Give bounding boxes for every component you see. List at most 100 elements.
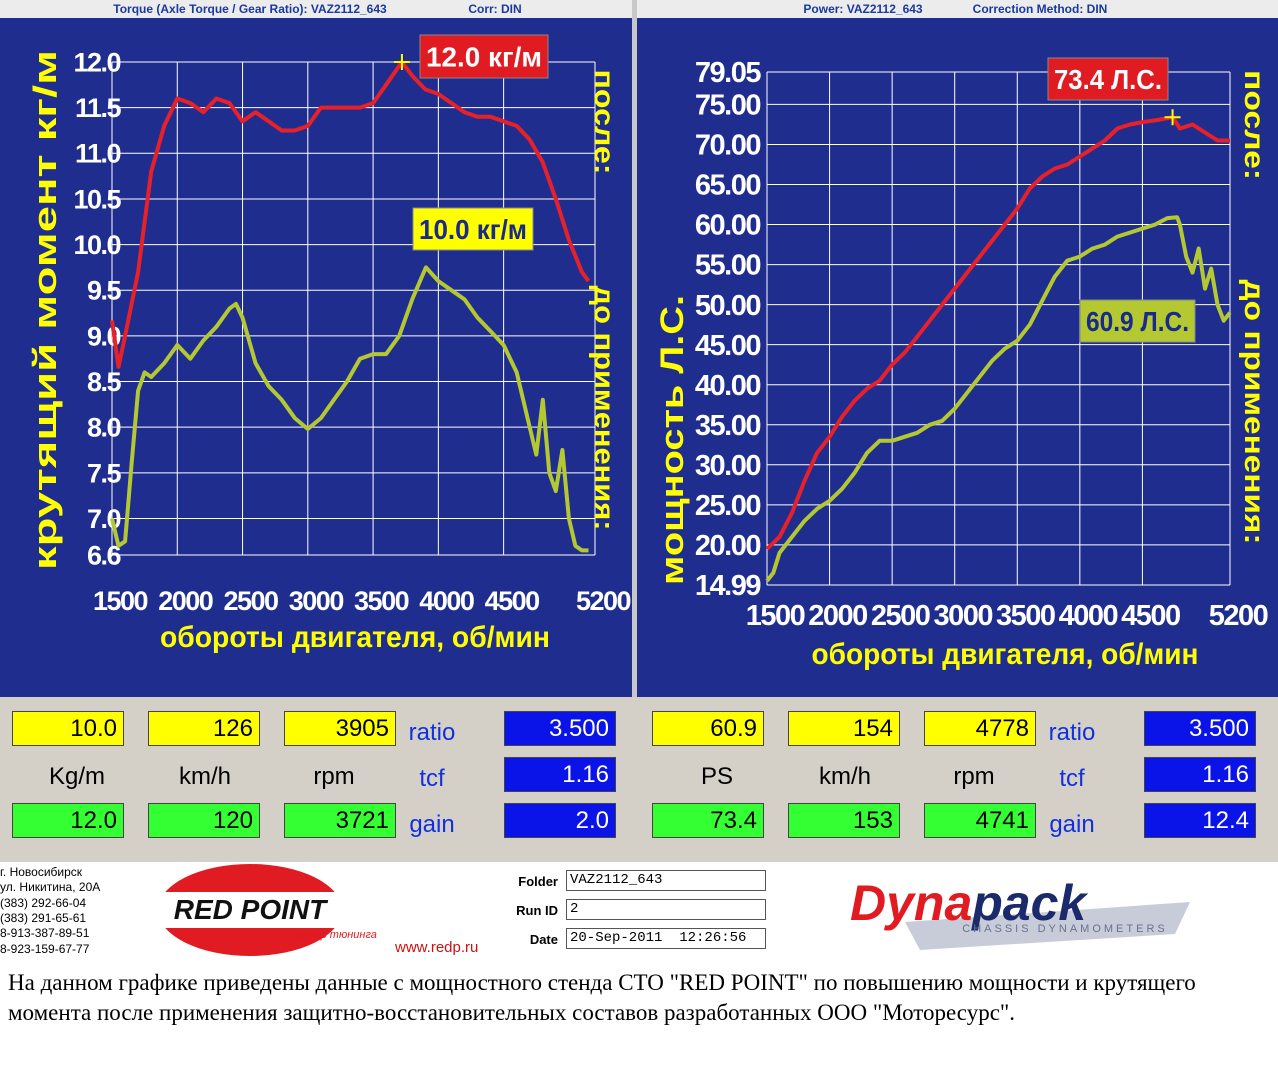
data-line bbox=[765, 115, 1230, 551]
y-tick-label: 14.99 bbox=[695, 570, 761, 602]
annotation-box bbox=[1079, 299, 1196, 343]
param-label: gain bbox=[1049, 811, 1095, 838]
value-box: 126 bbox=[148, 711, 260, 746]
run-value: 20-Sep-2011 12:26:56 bbox=[566, 928, 766, 949]
y-tick-label: 11.0 bbox=[75, 139, 121, 169]
dynapack-tagline: CHASSIS DYNAMOMETERS bbox=[962, 923, 1167, 935]
logo-tagline: центр тюнинга bbox=[293, 929, 377, 941]
run-label: Run ID bbox=[516, 903, 558, 918]
address-line: ул. Никитина, 20А bbox=[0, 880, 101, 895]
y-tick-label: 8.5 bbox=[87, 367, 122, 397]
x-tick-label: 3000 bbox=[933, 600, 992, 632]
param-box: 1.16 bbox=[504, 757, 616, 792]
legend-label: до применения: bbox=[589, 286, 620, 531]
y-tick-label: 11.5 bbox=[75, 93, 122, 123]
param-box: 3.500 bbox=[1144, 711, 1256, 746]
y-tick-label: 12.0 bbox=[73, 47, 120, 77]
address-line: 8-923-159-67-77 bbox=[0, 941, 90, 956]
param-label: gain bbox=[409, 811, 455, 838]
y-tick-label: 60.00 bbox=[695, 210, 760, 242]
y-tick-label: 79.05 bbox=[695, 57, 761, 89]
legend-label: после: bbox=[589, 70, 620, 175]
y-tick-label: 75.00 bbox=[695, 90, 760, 122]
annotation-box bbox=[419, 34, 549, 79]
value-box: 4778 bbox=[924, 711, 1036, 746]
unit-label: km/h bbox=[178, 763, 231, 790]
dynapack-part: Dyna bbox=[850, 875, 972, 931]
annotation: 73.4 Л.С. bbox=[1054, 64, 1162, 95]
value-box: 12.0 bbox=[12, 803, 124, 838]
dynapack-swoosh bbox=[905, 902, 1190, 950]
x-tick-label: 4000 bbox=[1059, 600, 1118, 632]
x-tick-label: 2000 bbox=[158, 586, 213, 616]
x-axis-title: обороты двигателя, об/мин bbox=[160, 621, 550, 654]
header-corr: Corr: DIN bbox=[468, 2, 521, 16]
annotation: 60.9 Л.С. bbox=[1086, 306, 1189, 337]
x-tick-label: 4500 bbox=[1121, 600, 1180, 632]
peak-marker bbox=[1164, 109, 1181, 126]
y-tick-label: 65.00 bbox=[695, 170, 760, 202]
y-tick-label: 25.00 bbox=[695, 490, 760, 522]
address-line: 8-913-387-89-51 bbox=[0, 926, 90, 941]
value-box: 120 bbox=[148, 803, 260, 838]
y-tick-label: 20.00 bbox=[695, 530, 760, 562]
x-tick-label: 4500 bbox=[485, 586, 540, 616]
y-tick-label: 50.00 bbox=[695, 290, 760, 322]
address-line: (383) 291-65-61 bbox=[0, 910, 87, 925]
unit-label: km/h bbox=[818, 763, 871, 790]
param-box: 1.16 bbox=[1144, 757, 1256, 792]
logo-text: RED POINT bbox=[174, 894, 329, 925]
param-box: 3.500 bbox=[504, 711, 616, 746]
x-tick-label: 3000 bbox=[289, 586, 344, 616]
footer-graphics: RED POINT центр тюнинга www.redp.ru Dyna… bbox=[115, 864, 1190, 956]
logo-band bbox=[115, 892, 383, 928]
chart-panel bbox=[0, 18, 632, 697]
y-axis-title: крутящий момент кг/м bbox=[27, 50, 63, 570]
param-box: 2.0 bbox=[504, 803, 616, 838]
header-corr: Correction Method: DIN bbox=[973, 2, 1108, 16]
x-tick-label: 1500 bbox=[746, 600, 805, 632]
annotation-box bbox=[1047, 57, 1169, 101]
unit-label: rpm bbox=[313, 763, 355, 790]
y-tick-label: 7.5 bbox=[87, 458, 122, 488]
footer: RED POINT центр тюнинга www.redp.ru Dyna… bbox=[0, 862, 1278, 960]
value-box: 60.9 bbox=[652, 711, 764, 746]
x-axis-title: обороты двигателя, об/мин bbox=[812, 638, 1199, 671]
value-box: 154 bbox=[788, 711, 900, 746]
x-tick-label: 1500 bbox=[93, 586, 148, 616]
x-tick-label: 5200 bbox=[576, 586, 631, 616]
header-title: Torque (Axle Torque / Gear Ratio): VAZ21… bbox=[113, 2, 387, 16]
y-axis-title: мощность Л.С. bbox=[654, 295, 690, 585]
annotation: 10.0 кг/м bbox=[419, 214, 527, 245]
website: www.redp.ru bbox=[394, 939, 478, 956]
chart-panel bbox=[637, 18, 1278, 697]
x-tick-label: 2500 bbox=[224, 586, 279, 616]
run-label: Date bbox=[529, 932, 558, 947]
param-box: 12.4 bbox=[1144, 803, 1256, 838]
y-tick-label: 55.00 bbox=[695, 250, 760, 282]
unit-label: Kg/m bbox=[48, 763, 105, 790]
header-title: Power: VAZ2112_643 bbox=[803, 2, 923, 16]
y-tick-label: 30.00 bbox=[695, 450, 760, 482]
dynapack-logo: Dynapack bbox=[850, 875, 1088, 931]
value-box: 3721 bbox=[284, 803, 396, 838]
y-tick-label: 70.00 bbox=[695, 130, 760, 162]
value-box: 3905 bbox=[284, 711, 396, 746]
peak-marker bbox=[393, 54, 410, 70]
header-strip bbox=[0, 0, 632, 18]
dynapack-part: pack bbox=[970, 875, 1088, 931]
run-value: 2 bbox=[566, 899, 766, 920]
param-label: tcf bbox=[1059, 765, 1085, 792]
param-label: tcf bbox=[419, 765, 445, 792]
y-tick-label: 10.0 bbox=[73, 230, 120, 260]
annotation-box bbox=[412, 207, 534, 251]
value-box: 73.4 bbox=[652, 803, 764, 838]
x-tick-label: 2500 bbox=[871, 600, 930, 632]
run-label: Folder bbox=[518, 874, 558, 889]
readout-panel: 10.0 126 3905 Kg/m km/h rpm 12.0 120 3721 ratio 3.… bbox=[0, 697, 1278, 862]
run-value: VAZ2112_643 bbox=[566, 870, 766, 891]
data-line bbox=[110, 265, 589, 553]
x-tick-label: 3500 bbox=[354, 586, 409, 616]
y-tick-label: 9.5 bbox=[87, 276, 122, 306]
